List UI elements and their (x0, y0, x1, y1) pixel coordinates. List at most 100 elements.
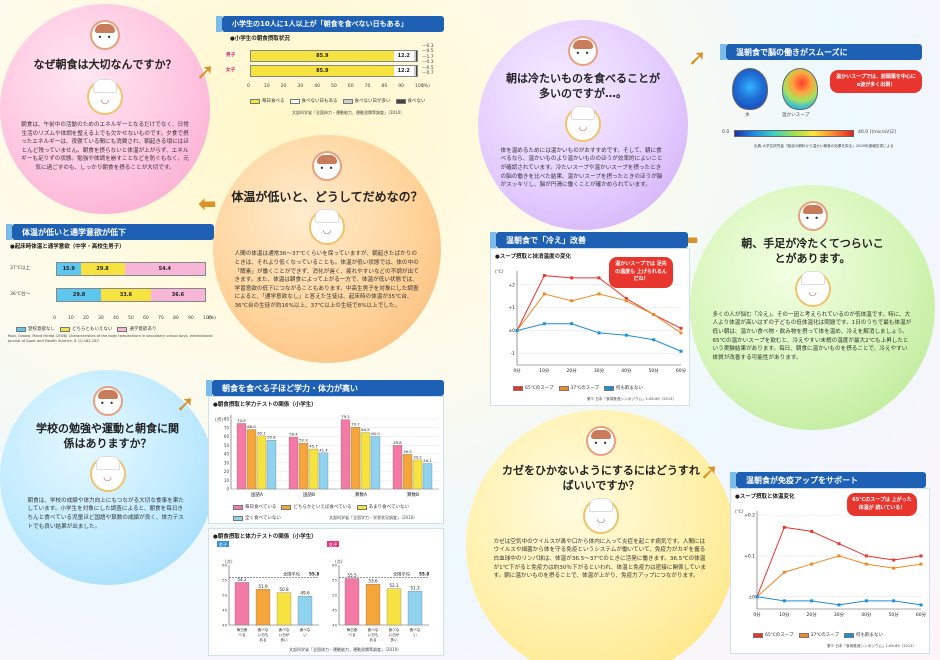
tick-label: 50 (331, 84, 337, 89)
y-tick-label: +1 (508, 305, 515, 311)
bubble-question: 体温が低いと、どうしてだめなの？ (231, 190, 423, 204)
side-label: —1.7 (422, 54, 434, 60)
brain-title: 温朝食で脳の働きがスムーズに (720, 44, 922, 60)
bar-value-label: 68.0 (247, 424, 256, 429)
curl-arrow-icon: ⬅ (198, 192, 217, 217)
skip-chart: ●小学生の朝食摂取状況 —0.3 —0.5 —1.7 —0.3 —0.5 —0.7 毎日食… (222, 32, 444, 120)
y-axis-label: (点) (215, 417, 223, 423)
unit-label: (%) (208, 316, 216, 321)
legend-item: 食べない日が多い (342, 98, 391, 104)
x-tick-label: 10分 (539, 367, 550, 374)
y-tick-label: ±0 (748, 594, 755, 600)
category-label: 算数A (355, 491, 368, 498)
tick-label: 30 (98, 316, 104, 321)
bar-value-label: 33.2 (413, 454, 422, 459)
legend-item: どちらかといえば食べている (281, 504, 352, 510)
bar-value-label: 50.8 (279, 587, 289, 592)
chart-legend: 毎日食べている どちらかといえば食べている あまり食べていない 全く食べていない (233, 504, 443, 521)
bar-value-label: 39.5 (403, 449, 412, 454)
category-label: べる (348, 632, 356, 637)
bar-segment: 36.6 (150, 289, 205, 301)
bubble-catch-cold: カゼをひかないようにするにはどうすればいいですか？ カゼは空気中のウイルスが鼻や… (466, 410, 736, 660)
x-tick-label: 20分 (567, 367, 578, 374)
bubble-study: 学校の勉強や運動と朝食に関係はありますか？ 朝食は、学校の成績や体力向上にもつな… (0, 370, 215, 585)
bar-segment: 29.8 (80, 263, 125, 275)
y-tick-label: 45 (222, 608, 227, 613)
y-tick-label: 40 (332, 623, 337, 628)
tick-label: 40 (314, 84, 321, 89)
x-tick-label: 60分 (916, 611, 927, 618)
y-tick-label: +0.2 (744, 513, 755, 519)
legend-item: 食べない日もある (289, 98, 338, 104)
bar (288, 436, 299, 490)
bar-value-label: 55.8 (267, 435, 276, 440)
category-label: い (303, 633, 307, 637)
tick-label: 80 (173, 316, 179, 321)
y-axis-label: (点) (335, 559, 343, 565)
bar (422, 463, 433, 490)
legend-item: 食べない (395, 98, 426, 104)
bar-value-label: 79.2 (341, 414, 350, 419)
chart-subtitle: ●朝食摂取と学力テストの関係（小学生） (213, 402, 317, 408)
data-point (597, 276, 601, 280)
brain-label-water: 水 (745, 113, 750, 118)
bar (234, 582, 250, 626)
data-point (679, 326, 683, 330)
y-tick-label: 50 (332, 593, 337, 598)
tick-label: 20 (83, 316, 89, 321)
category-label: い日が (279, 632, 290, 637)
chef-icon (87, 78, 123, 115)
y-tick-label: +0.1 (744, 553, 755, 559)
data-point (597, 331, 601, 335)
x-tick-label: 0分 (753, 611, 761, 618)
y-tick-label: 70 (224, 425, 230, 430)
bubble-text: 多くの人が悩む「冷え」。その一因と考えられているのが低体温です。特に、大人より体… (712, 311, 912, 361)
bubble-why-breakfast: なぜ朝食は大切なんですか？ 朝食は、午前中の活動のためのエネルギーとなるだけでな… (0, 4, 210, 214)
data-point (810, 529, 814, 533)
tick-label: 100 (203, 316, 212, 321)
unit-label: (%) (422, 84, 430, 89)
y-axis-label: (点) (225, 559, 233, 565)
bubble-question: 朝は冷たいものを食べることが多いのですが…。 (506, 72, 660, 100)
child-face-icon (568, 36, 598, 66)
bubble-text: カゼは空気中のウイルスが鼻や口から体内に入って炎症を起こす病気です。人間にはウイ… (493, 538, 706, 580)
bubble-text: 体を温めるためには温かいものがおすすめです。そして、朝に食べるなら、温かいものよ… (500, 147, 663, 189)
y-axis-label: (℃) (495, 269, 504, 275)
bar (412, 459, 423, 490)
bar (266, 440, 277, 490)
category-label: い (413, 633, 417, 637)
bar-value-label: 53.6 (368, 579, 378, 584)
data-point (892, 599, 896, 603)
tick-label: 10 (68, 316, 74, 321)
stacked-bar: 85.9 12.2 (250, 65, 418, 77)
data-point (542, 322, 546, 326)
category-label: 国語B (303, 491, 315, 498)
data-point (892, 566, 896, 570)
bar-segment: 15.9 (57, 263, 81, 275)
bar (402, 454, 413, 490)
x-axis: 0 10 20 30 40 50 60 70 80 90 100 (247, 84, 424, 92)
brain-callout: 温かいスープでは、前頭葉を中心に α波が多く出現！ (830, 70, 922, 93)
chart-subtitle: ●スープ摂取と抹消温度の変化 (495, 254, 571, 260)
bubble-text: 朝食は、学校の成績や体力向上にもつながる大切な食事を果たしています。小学生を対象… (27, 497, 184, 530)
chart-source: 文部科学省「全国体力・運動能力、運動習慣等調査」（2010） (292, 110, 405, 115)
immune-chart-title: 温朝食が免疫アップをサポート (730, 472, 926, 488)
average-value: 55.8 (309, 572, 319, 577)
bar-segment (416, 51, 417, 61)
bar (340, 419, 351, 490)
x-tick-label: 30分 (834, 611, 845, 618)
child-face-icon (312, 151, 342, 181)
y-tick-label: 50 (224, 443, 230, 448)
category-label: 食べな (258, 627, 269, 632)
chart-legend: 65℃のスープ 37℃のスープ 何も飲まない (753, 632, 883, 638)
cold-callout: 温かいスープでは 足先の温度も 上げられるんだね！ (609, 257, 673, 288)
curl-arrow-icon: ➚ (688, 46, 707, 71)
bar-value-label: 45.7 (309, 444, 318, 449)
legend-item: 37℃のスープ (798, 632, 839, 638)
data-point (570, 322, 574, 326)
sex-label: 女子 (329, 541, 337, 548)
bar-value-label: 29.1 (423, 458, 432, 463)
x-tick-label: 60分 (676, 367, 687, 374)
data-point (542, 274, 546, 278)
bar (350, 426, 361, 490)
